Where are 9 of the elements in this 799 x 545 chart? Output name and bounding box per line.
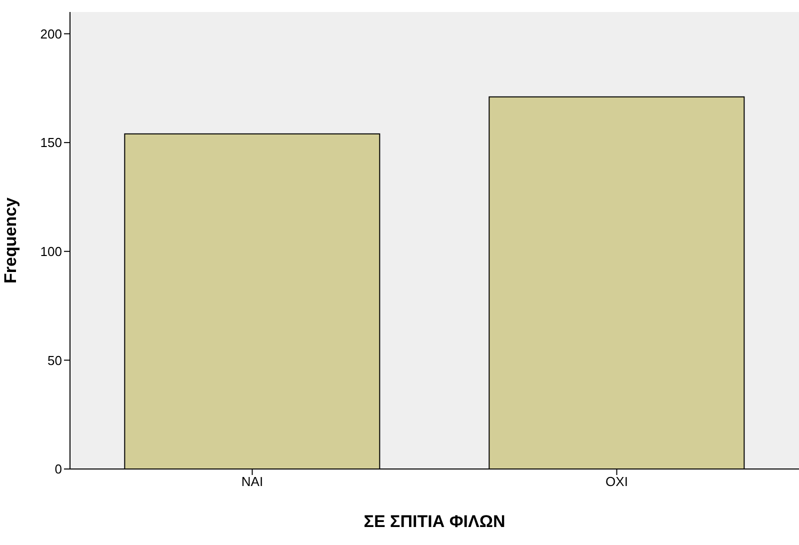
y-tick-label: 200 (40, 26, 62, 42)
x-tick-label: NAI (241, 474, 264, 490)
y-tick-label: 0 (54, 462, 62, 477)
x-axis-title: ΣΕ ΣΠΙΤΙΑ ΦΙΛΩΝ (364, 512, 506, 531)
y-axis-title: Frequency (1, 196, 20, 284)
y-tick-label: 150 (40, 135, 62, 150)
x-tick-label: OXI (606, 474, 628, 490)
y-tick-label: 100 (40, 244, 62, 259)
y-tick-label: 50 (48, 352, 62, 368)
